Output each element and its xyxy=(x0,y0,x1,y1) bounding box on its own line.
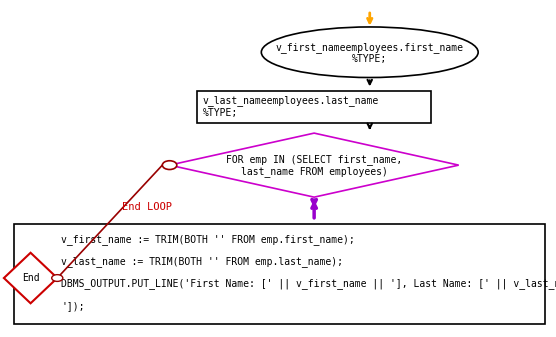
Text: ']);: ']); xyxy=(61,301,85,311)
Ellipse shape xyxy=(261,27,478,78)
Text: %TYPE;: %TYPE; xyxy=(352,54,388,64)
Text: End: End xyxy=(22,273,39,283)
Polygon shape xyxy=(4,253,57,303)
Text: FOR emp IN (SELECT first_name,: FOR emp IN (SELECT first_name, xyxy=(226,154,402,164)
Text: last_name FROM employees): last_name FROM employees) xyxy=(241,166,388,177)
Text: v_first_name := TRIM(BOTH '' FROM emp.first_name);: v_first_name := TRIM(BOTH '' FROM emp.fi… xyxy=(61,234,355,245)
FancyBboxPatch shape xyxy=(197,91,431,123)
Polygon shape xyxy=(170,133,459,197)
Circle shape xyxy=(52,275,63,281)
Text: v_last_name := TRIM(BOTH '' FROM emp.last_name);: v_last_name := TRIM(BOTH '' FROM emp.las… xyxy=(61,256,343,267)
Text: End LOOP: End LOOP xyxy=(122,202,172,212)
FancyBboxPatch shape xyxy=(14,224,545,324)
Text: %TYPE;: %TYPE; xyxy=(203,108,238,118)
Text: v_first_nameemployees.first_name: v_first_nameemployees.first_name xyxy=(276,42,464,53)
Text: v_last_nameemployees.last_name: v_last_nameemployees.last_name xyxy=(203,95,379,106)
Circle shape xyxy=(162,161,177,170)
Text: DBMS_OUTPUT.PUT_LINE('First Name: [' || v_first_name || '], Last Name: [' || v_l: DBMS_OUTPUT.PUT_LINE('First Name: [' || … xyxy=(61,278,556,289)
